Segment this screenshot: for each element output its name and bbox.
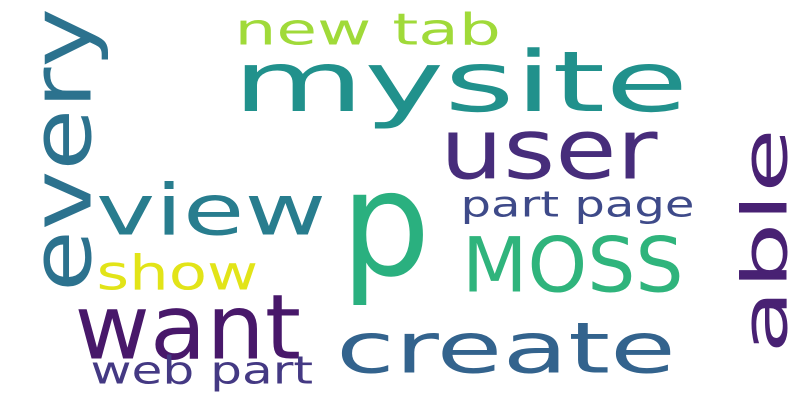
word-create: create <box>336 307 676 390</box>
word-p: p <box>340 140 431 310</box>
word-show: show <box>96 245 258 302</box>
word-user: user <box>440 101 658 199</box>
word-web-part: web part <box>89 349 313 393</box>
word-every: every <box>12 7 111 293</box>
word-mysite: mysite <box>232 33 688 131</box>
word-moss: MOSS <box>461 221 684 310</box>
word-view: view <box>95 169 327 252</box>
word-part-page: part page <box>460 183 694 225</box>
word-want: want <box>73 276 301 381</box>
word-new-tab: new tab <box>233 3 501 56</box>
word-able: able <box>728 128 800 354</box>
